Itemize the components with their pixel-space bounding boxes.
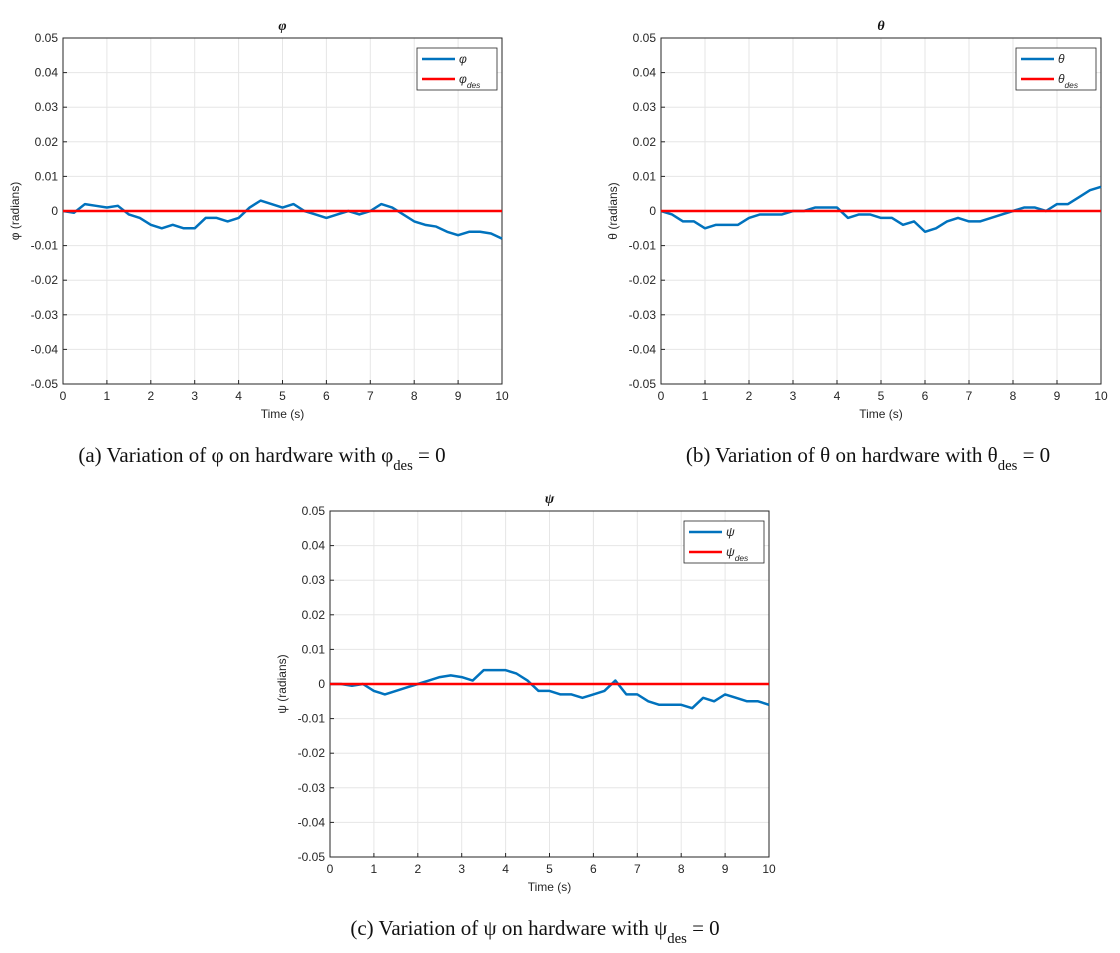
data-line xyxy=(660,185,1102,234)
y-tick-label: -0.04 xyxy=(629,342,657,356)
x-tick-label: 8 xyxy=(678,862,685,876)
y-tick-label: 0.04 xyxy=(302,539,326,553)
x-tick-label: 7 xyxy=(367,389,374,403)
x-tick-label: 1 xyxy=(104,389,111,403)
y-tick-label: 0.04 xyxy=(633,66,657,80)
caption: (c) Variation of ψ on hardware with ψdes… xyxy=(350,916,719,947)
x-tick-label: 4 xyxy=(834,389,841,403)
y-tick-label: 0.04 xyxy=(35,66,59,80)
legend-box xyxy=(416,47,498,91)
x-tick-label: 4 xyxy=(502,862,509,876)
data-line xyxy=(330,668,770,710)
x-tick-label: 5 xyxy=(878,389,885,403)
x-axis-label: Time (s) xyxy=(528,880,572,894)
y-tick-label: -0.03 xyxy=(629,308,657,322)
x-tick-label: 1 xyxy=(702,389,709,403)
x-tick-label: 5 xyxy=(279,389,286,403)
y-tick-label: -0.03 xyxy=(31,308,59,322)
y-tick-label: 0 xyxy=(51,204,58,218)
y-tick-label: 0.01 xyxy=(302,642,326,656)
legend-box xyxy=(1015,47,1097,91)
y-tick-label: 0.02 xyxy=(35,135,59,149)
x-tick-label: 0 xyxy=(658,389,665,403)
y-tick-label: 0.05 xyxy=(633,31,657,45)
y-tick-label: -0.04 xyxy=(31,342,59,356)
y-tick-label: 0 xyxy=(318,677,325,691)
x-tick-label: 8 xyxy=(411,389,418,403)
y-tick-label: 0.05 xyxy=(35,31,59,45)
x-tick-label: 10 xyxy=(762,862,776,876)
x-tick-label: 4 xyxy=(235,389,242,403)
x-tick-label: 10 xyxy=(495,389,509,403)
x-tick-label: 6 xyxy=(922,389,929,403)
y-tick-label: 0.03 xyxy=(633,100,657,114)
legend-box xyxy=(683,520,765,564)
x-tick-label: 7 xyxy=(966,389,973,403)
x-tick-label: 3 xyxy=(191,389,198,403)
caption: (b) Variation of θ on hardware with θdes… xyxy=(686,443,1050,474)
y-tick-label: -0.05 xyxy=(31,377,59,391)
x-tick-label: 2 xyxy=(746,389,753,403)
legend-label: ψ xyxy=(726,525,735,539)
y-tick-label: -0.01 xyxy=(629,239,657,253)
y-tick-label: -0.01 xyxy=(298,712,326,726)
y-axis-label: φ (radians) xyxy=(8,182,22,240)
y-axis-label: θ (radians) xyxy=(606,182,620,239)
y-tick-label: 0.01 xyxy=(35,169,59,183)
x-tick-label: 5 xyxy=(546,862,553,876)
legend-label: ψdes xyxy=(726,545,749,563)
chart-title: φ xyxy=(278,19,286,34)
x-axis-label: Time (s) xyxy=(859,407,903,421)
x-tick-label: 0 xyxy=(327,862,334,876)
y-tick-label: -0.01 xyxy=(31,239,59,253)
y-tick-label: 0.05 xyxy=(302,504,326,518)
y-tick-label: 0.02 xyxy=(633,135,657,149)
y-tick-label: 0.03 xyxy=(302,573,326,587)
chart-title: θ xyxy=(877,19,885,34)
y-tick-label: 0.03 xyxy=(35,100,59,114)
x-tick-label: 1 xyxy=(371,862,378,876)
y-tick-label: -0.02 xyxy=(298,746,326,760)
x-tick-label: 3 xyxy=(790,389,797,403)
x-tick-label: 9 xyxy=(455,389,462,403)
y-tick-label: -0.02 xyxy=(31,273,59,287)
y-axis-label: ψ (radians) xyxy=(275,654,289,713)
x-tick-label: 2 xyxy=(414,862,421,876)
x-tick-label: 0 xyxy=(60,389,67,403)
x-tick-label: 6 xyxy=(590,862,597,876)
caption: (a) Variation of φ on hardware with φdes… xyxy=(78,443,445,474)
legend-label: θ xyxy=(1058,52,1065,66)
x-tick-label: 9 xyxy=(722,862,729,876)
legend-label: φ xyxy=(459,52,467,66)
y-tick-label: -0.02 xyxy=(629,273,657,287)
x-tick-label: 10 xyxy=(1094,389,1108,403)
y-tick-label: -0.03 xyxy=(298,781,326,795)
y-tick-label: -0.05 xyxy=(629,377,657,391)
legend-label: θdes xyxy=(1058,72,1079,90)
x-tick-label: 8 xyxy=(1010,389,1017,403)
x-axis-label: Time (s) xyxy=(261,407,305,421)
x-tick-label: 6 xyxy=(323,389,330,403)
x-tick-label: 9 xyxy=(1054,389,1061,403)
chart-title: ψ xyxy=(545,492,555,507)
x-tick-label: 7 xyxy=(634,862,641,876)
y-tick-label: 0 xyxy=(649,204,656,218)
y-tick-label: 0.01 xyxy=(633,169,657,183)
x-tick-label: 2 xyxy=(147,389,154,403)
x-tick-label: 3 xyxy=(458,862,465,876)
y-tick-label: -0.05 xyxy=(298,850,326,864)
y-tick-label: 0.02 xyxy=(302,608,326,622)
data-line xyxy=(62,199,503,240)
y-tick-label: -0.04 xyxy=(298,815,326,829)
legend-label: φdes xyxy=(459,72,481,90)
